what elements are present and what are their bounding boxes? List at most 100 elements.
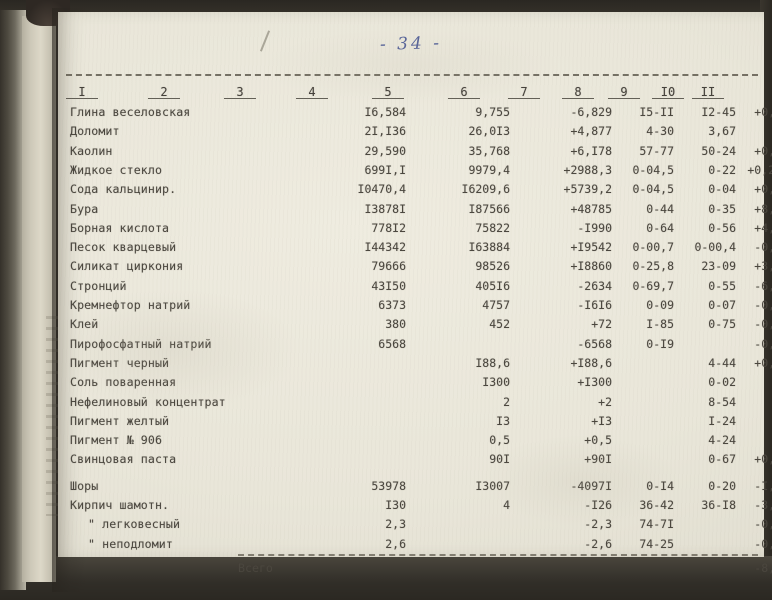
column-header-10: I0	[652, 82, 684, 102]
cell-c8: 0-35	[708, 201, 736, 216]
cell-c9: +0,2	[754, 182, 772, 197]
cell-c8: I2-45	[701, 105, 736, 119]
row-label: Пигмент № 906	[70, 433, 163, 448]
cell-c6: +0,5	[584, 433, 612, 448]
column-header-7: 7	[508, 82, 540, 102]
cell-c5: I87566	[468, 201, 510, 216]
cell-c4: 6568	[378, 336, 406, 351]
cell-c9: -3,9	[754, 498, 772, 512]
cell-c8: 50-24	[701, 143, 736, 158]
cell-c4: 53978	[371, 478, 406, 493]
column-header-1: I	[66, 82, 98, 102]
folio-number: - 34 -	[379, 33, 443, 55]
column-header-9: 9	[608, 82, 640, 102]
row-label: Пигмент желтый	[70, 413, 170, 428]
cell-c6: -4097I	[570, 478, 612, 493]
row-label: Кремнефтор натрий	[70, 298, 191, 312]
totals-separator-rule	[238, 553, 758, 556]
table-row: Стронций43I50405I6-26340-69,70-55-6,2-I,…	[58, 276, 772, 296]
column-header-5: 5	[372, 82, 404, 102]
cell-c5: 9979,4	[468, 162, 510, 177]
cell-c4: 2I,I36	[364, 124, 406, 139]
table-row: Сода кальцинир. I0470,4 I6209,6 +5739,2 0-04…	[58, 179, 772, 199]
cell-c5: 9,755	[475, 105, 510, 119]
table-row: Глина веселовская I6,584 9,755 -6,829 I5-II I…	[58, 102, 772, 122]
cell-c9: -0,2	[754, 240, 772, 255]
cell-c8: 0-22	[708, 162, 736, 177]
cell-c6: -I990	[577, 220, 612, 235]
book-page-edges	[22, 16, 68, 582]
row-label: Песок кварцевый	[70, 240, 177, 255]
cell-c5: 90I	[489, 452, 510, 467]
cell-c7: I5-II	[639, 105, 674, 119]
cell-c7: 0-04,5	[632, 162, 674, 177]
row-label: Жидкоe стекло	[70, 162, 163, 177]
cell-c9: +4,6	[754, 220, 772, 235]
cell-c4: 79666	[371, 259, 406, 274]
row-label: Сода кальцинир.	[70, 182, 177, 197]
cell-c9: -0,3	[754, 317, 772, 332]
cell-c5: I88,6	[475, 355, 510, 370]
cell-c6: +5739,2	[563, 182, 612, 197]
cell-c7: 4-30	[646, 124, 674, 139]
column-header-11: II	[692, 82, 724, 102]
table-row: Кремнефтор натрий 6373 4757 -I6I6 0-09 0-07 -0…	[58, 295, 772, 315]
cell-c5: I300	[482, 375, 510, 390]
cell-c9: +0,I	[754, 105, 772, 119]
cell-c9: -	[738, 411, 772, 431]
cell-c7: 0-25,8	[632, 259, 674, 274]
cell-c6: -2,3	[584, 517, 612, 532]
cell-c7: 36-42	[639, 498, 674, 512]
cell-c9: +3,3	[754, 259, 772, 274]
cell-c8: 23-09	[701, 259, 736, 274]
cell-c9: -0,2	[754, 298, 772, 312]
cell-c6: +6,I78	[570, 143, 612, 158]
cell-c4: 699I,I	[364, 162, 406, 177]
cell-c6: -2634	[577, 278, 612, 293]
cell-c4: I44342	[364, 240, 406, 255]
table-row: Пирофосфатный натрий6568-65680-I9-0,5-0,…	[58, 334, 772, 354]
row-label: " неподломит	[88, 536, 173, 551]
cell-c8: 0-75	[708, 317, 736, 332]
cell-c6: -2,6	[584, 536, 612, 551]
cell-c4: 2,6	[385, 536, 406, 551]
row-label: Доломит	[70, 124, 120, 139]
cell-c6: +I300	[577, 375, 612, 390]
cell-c4: 2,3	[385, 517, 406, 532]
row-label: " легковесный	[88, 517, 181, 532]
row-label: Кирпич шамотн.	[70, 498, 170, 512]
cell-c7: 57-77	[639, 143, 674, 158]
cell-c4: 380	[385, 317, 406, 332]
table-row: Песок кварцевый I44342 I63884 +I9542 0-00,7 0…	[58, 237, 772, 257]
cell-c7: 0-69,7	[632, 278, 674, 293]
row-label: Нефелиновый концентрат	[70, 394, 226, 409]
row-label: Шоры	[70, 478, 99, 493]
totals-c9: -8,2	[754, 560, 772, 575]
cell-c9: +8,2	[754, 201, 772, 216]
cell-c6: +2988,3	[563, 162, 612, 177]
cell-c7: 74-7I	[639, 517, 674, 532]
cell-c8: 4-44	[708, 355, 736, 370]
table-row: Каолин29,59035,768+6,I7857-7750-24+0,2+0…	[58, 141, 772, 161]
cell-c8: 36-I8	[701, 498, 736, 512]
cell-c8: 0-02	[708, 375, 736, 390]
cell-c8: 0-67	[708, 452, 736, 467]
cell-c9: +0,2	[754, 143, 772, 158]
cell-c4: I0470,4	[357, 182, 406, 197]
row-label: Борная кислота	[70, 220, 170, 235]
cell-c6: -I26	[584, 498, 612, 512]
column-header-3: 3	[224, 82, 256, 102]
row-label: Бура	[70, 201, 99, 216]
cell-c7: 0-09	[646, 298, 674, 312]
cell-c6: +I3	[591, 413, 612, 428]
column-header-2: 2	[148, 82, 180, 102]
cell-c9: -I,5	[754, 478, 772, 493]
cell-c5: 35,768	[468, 143, 510, 158]
cell-c7: 0-I4	[646, 478, 674, 493]
